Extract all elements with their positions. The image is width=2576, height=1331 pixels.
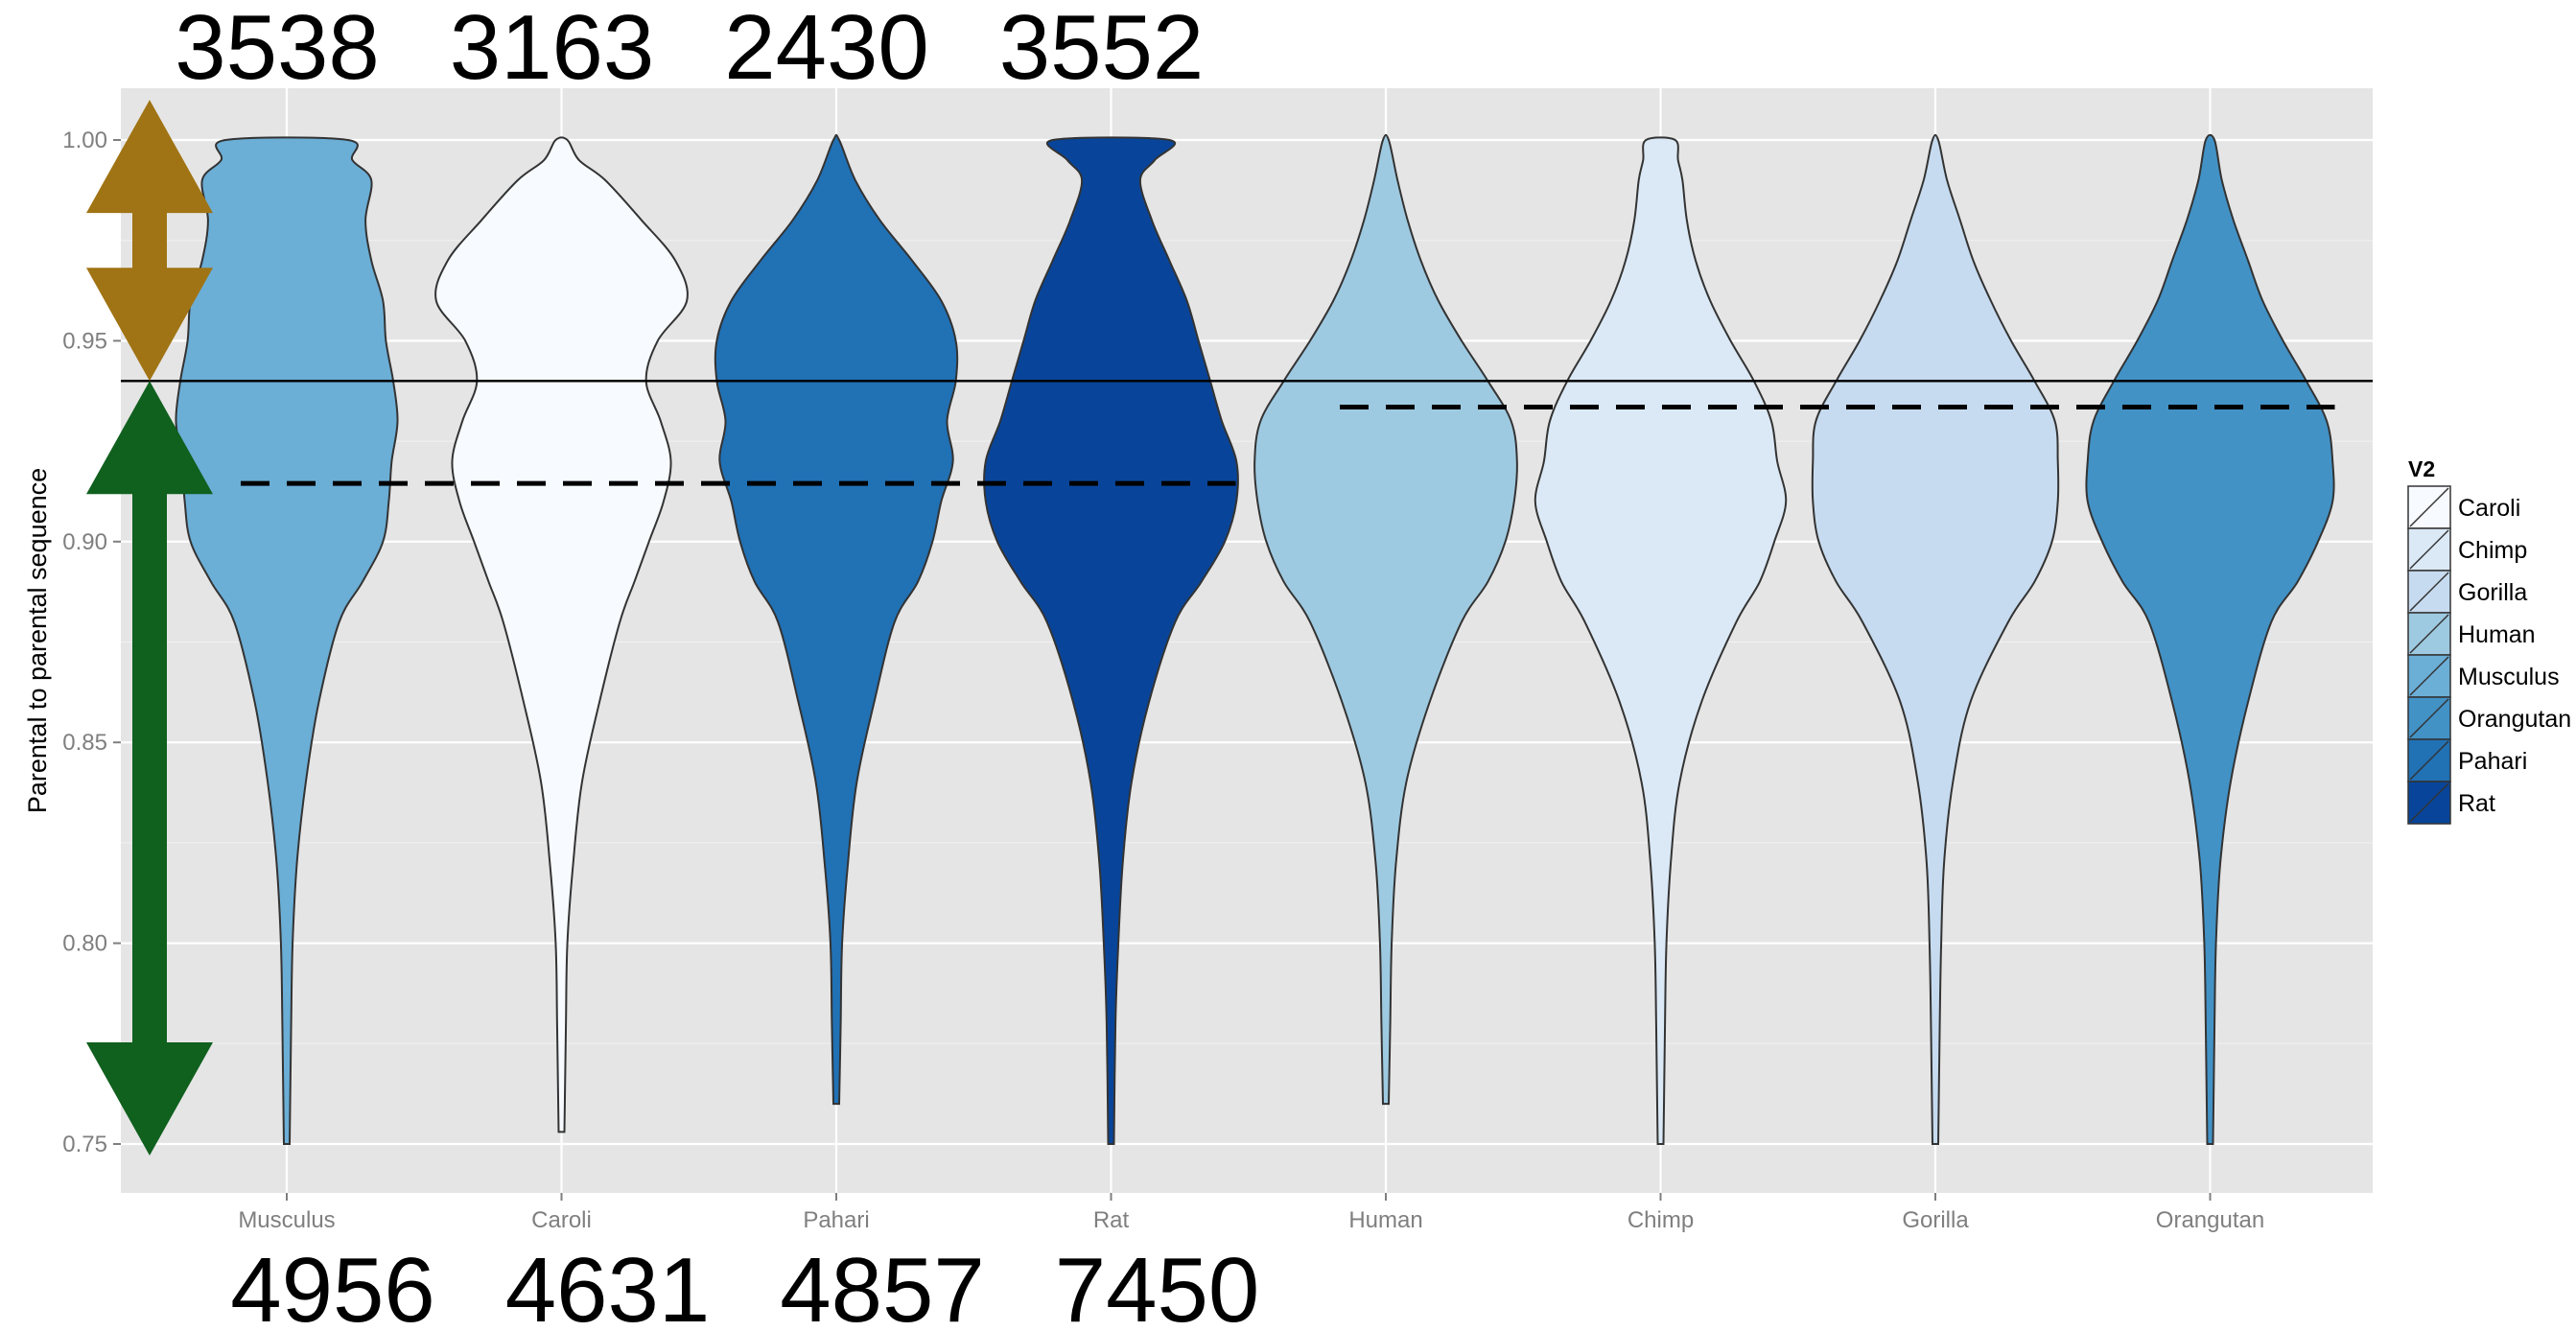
legend-swatch-slash (2409, 614, 2449, 654)
legend: V2 Caroli Chimp Gorilla Human Musculus Orangu… (2407, 456, 2571, 825)
violin-caroli (434, 136, 689, 1133)
bottom-count-label: 7450 (1055, 1239, 1260, 1331)
legend-label: Caroli (2458, 495, 2520, 522)
top-count-label: 3552 (999, 0, 1205, 99)
violin-pahari (714, 133, 959, 1106)
legend-title: V2 (2408, 456, 2435, 481)
legend-swatch-slash (2409, 782, 2449, 823)
legend-swatch-slash (2409, 698, 2449, 738)
y-tick-label: 0.90 (62, 529, 107, 555)
violin-human (1253, 133, 1518, 1106)
legend-swatch-slash (2409, 487, 2449, 527)
double-arrow-lower (86, 381, 213, 1156)
legend-swatch-slash (2409, 740, 2449, 781)
legend-swatch-slash (2409, 572, 2449, 612)
bottom-count-label: 4857 (780, 1239, 985, 1331)
y-axis-ticks: 0.75 0.80 0.85 0.90 0.95 1.00 (62, 128, 121, 1157)
y-tick-label: 0.85 (62, 730, 107, 756)
legend-label: Orangutan (2458, 706, 2571, 733)
legend-label: Pahari (2458, 748, 2527, 775)
x-axis-ticks: Musculus Caroli Pahari Rat Human Chimp Gorilla… (238, 1193, 2264, 1233)
top-count-label: 2430 (724, 0, 929, 99)
bottom-count-label: 4631 (505, 1239, 711, 1331)
reference-lines (121, 380, 2373, 486)
x-tick-label: Human (1348, 1207, 1422, 1233)
double-arrow-upper (86, 100, 213, 382)
count-annotations: 3538 3163 2430 3552 4956 4631 4857 7450 (175, 0, 1259, 1331)
x-tick-label: Pahari (803, 1207, 869, 1233)
y-tick-label: 0.95 (62, 328, 107, 354)
legend-swatch-slash (2409, 656, 2449, 696)
x-tick-label: Rat (1093, 1207, 1130, 1233)
x-tick-label: Musculus (238, 1207, 335, 1233)
violin-orangutan (2085, 133, 2335, 1145)
x-tick-label: Caroli (531, 1207, 592, 1233)
violin-chimp (1534, 136, 1788, 1145)
legend-swatch-slash (2409, 529, 2449, 570)
y-tick-label: 0.80 (62, 931, 107, 957)
violin-gorilla (1811, 133, 2060, 1145)
legend-label: Gorilla (2458, 579, 2527, 606)
x-tick-label: Orangutan (2156, 1207, 2264, 1233)
bottom-count-label: 4956 (230, 1239, 435, 1331)
legend-label: Chimp (2458, 537, 2527, 564)
arrows (86, 100, 213, 1156)
x-tick-label: Chimp (1628, 1207, 1694, 1233)
y-tick-label: 1.00 (62, 128, 107, 153)
violin-rat (983, 136, 1239, 1145)
y-axis-title: Parental to parental sequence (23, 468, 52, 813)
x-tick-label: Gorilla (1902, 1207, 1969, 1233)
y-tick-label: 0.75 (62, 1132, 107, 1157)
top-count-label: 3163 (450, 0, 655, 99)
legend-label: Musculus (2458, 664, 2560, 690)
top-count-label: 3538 (175, 0, 380, 99)
legend-label: Rat (2458, 790, 2495, 817)
violins (175, 133, 2335, 1145)
violin-musculus (175, 136, 399, 1145)
legend-label: Human (2458, 621, 2536, 648)
